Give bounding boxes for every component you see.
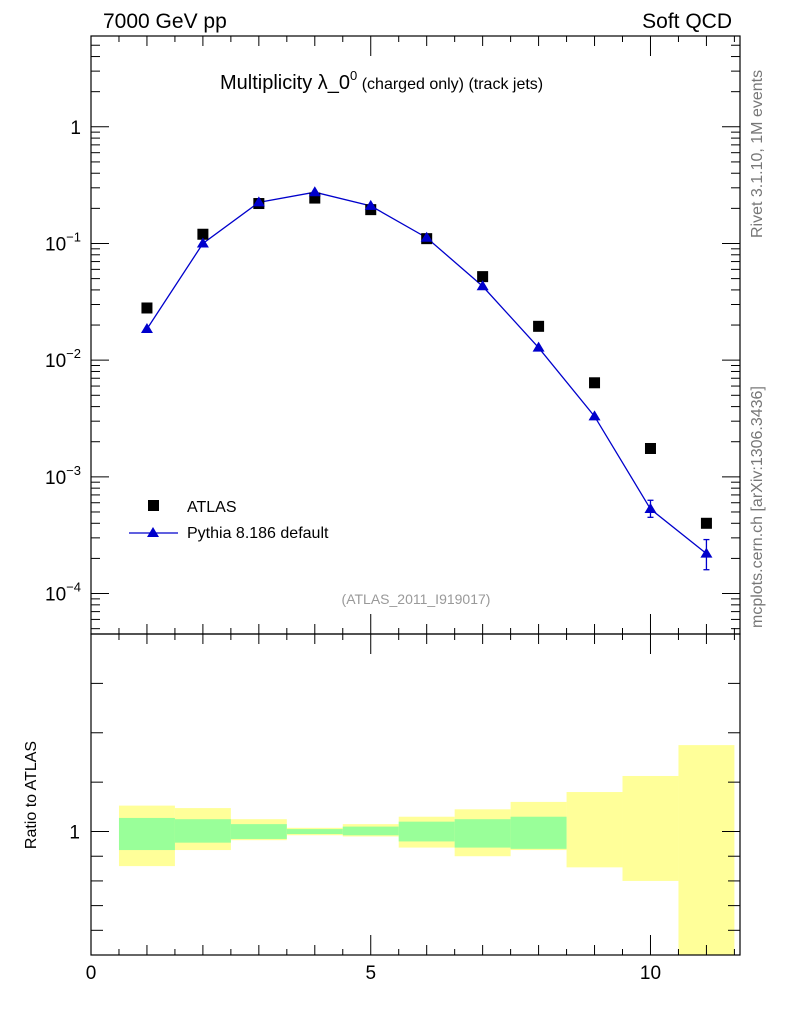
y-tick-label: 10−4 <box>45 580 81 606</box>
y-tick-label: 10−2 <box>45 346 81 372</box>
pythia-point <box>420 231 433 242</box>
atlas-point <box>533 320 545 332</box>
pythia-point <box>140 322 153 333</box>
pythia-point <box>588 410 601 421</box>
ratio-y-tick-label: 1 <box>69 823 80 844</box>
ratio-stat-band <box>398 821 455 842</box>
ratio-plot-marks <box>118 745 735 955</box>
legend-atlas-label: ATLAS <box>187 499 237 516</box>
x-tick-label: 5 <box>365 963 376 984</box>
pythia-point <box>644 503 657 514</box>
pythia-point <box>364 199 377 210</box>
plot-title-suffix: (charged only) (track jets) <box>357 76 543 93</box>
ratio-stat-band <box>510 816 567 849</box>
ratio-stat-band <box>174 819 231 843</box>
pythia-point <box>700 547 713 558</box>
pythia-point <box>532 341 545 352</box>
ratio-stat-band <box>454 819 511 848</box>
plot-title-superscript: 0 <box>350 68 357 83</box>
atlas-point <box>644 442 656 454</box>
y-tick-label: 1 <box>70 118 81 139</box>
legend-atlas-marker <box>148 500 159 511</box>
analysis-tag: (ATLAS_2011_I919017) <box>342 591 491 607</box>
pythia-point <box>476 280 489 291</box>
y-tick-label: 10−1 <box>45 229 81 255</box>
ratio-total-band <box>678 745 735 955</box>
pythia-point <box>252 196 265 207</box>
ratio-plot-axes: 10 5 10 <box>69 633 741 984</box>
main-plot-marks <box>140 186 713 571</box>
ratio-stat-band <box>342 826 399 836</box>
atlas-point <box>700 517 712 529</box>
main-plot-frame <box>90 35 741 635</box>
header-left: 7000 GeV pp <box>103 10 227 33</box>
atlas-point <box>477 271 489 283</box>
y-tick-label: 10−3 <box>45 463 81 489</box>
ratio-total-band <box>566 792 623 868</box>
ratio-axis-label: Ratio to ATLAS <box>23 741 40 849</box>
legend: ATLAS Pythia 8.186 default <box>129 499 329 542</box>
ratio-stat-band <box>230 824 287 839</box>
main-plot-axes: 1 10−1 10−2 10−3 10−4 <box>45 35 741 635</box>
plot-title-main: Multiplicity λ_0 <box>220 72 350 94</box>
header-right: Soft QCD <box>642 10 732 33</box>
ratio-plot-frame <box>90 633 741 956</box>
ratio-stat-band <box>286 829 343 835</box>
atlas-point <box>589 377 601 389</box>
x-tick-label: 0 <box>86 963 97 984</box>
rivet-version-text: Rivet 3.1.10, 1M events <box>749 70 766 238</box>
atlas-point <box>197 228 209 240</box>
atlas-point <box>141 302 153 314</box>
ratio-total-band <box>622 775 679 881</box>
pythia-point <box>196 237 209 248</box>
legend-pythia-label: Pythia 8.186 default <box>187 525 329 542</box>
mcplots-reference-text: mcplots.cern.ch [arXiv:1306.3436] <box>749 386 766 628</box>
ratio-panel: 10 5 10 Ratio to ATLAS <box>23 633 741 984</box>
plot-title: Multiplicity λ_00 (charged only) (track … <box>220 68 543 94</box>
pythia-point <box>308 186 321 197</box>
atlas-point <box>309 192 321 204</box>
x-tick-label: 10 <box>640 963 661 984</box>
ratio-stat-band <box>118 817 175 851</box>
legend-pythia-marker <box>147 527 159 537</box>
main-panel: 1 10−1 10−2 10−3 10−4 Multiplicity λ_00 (cha… <box>45 35 741 635</box>
